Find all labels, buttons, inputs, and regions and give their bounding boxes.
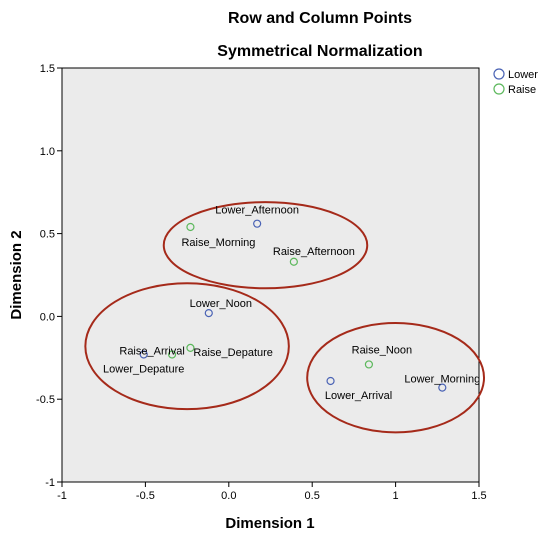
data-point-raise-afternoon <box>289 257 298 266</box>
legend-label: Lower <box>508 69 538 81</box>
point-label: Raise_Morning <box>181 237 255 249</box>
x-axis-label: Dimension 1 <box>225 515 314 532</box>
x-tick-label: -1 <box>57 490 67 502</box>
y-tick-label: -0.5 <box>36 394 55 406</box>
y-tick-label: 1.0 <box>40 146 55 158</box>
y-axis-label: Dimension 2 <box>8 230 25 319</box>
point-label: Raise_Depature <box>193 347 273 359</box>
x-tick-label: 0.5 <box>305 490 320 502</box>
data-point-raise-noon <box>364 360 374 369</box>
data-point-lower-noon <box>204 308 213 318</box>
y-tick-label: 0.0 <box>40 311 55 323</box>
point-label: Raise_Arrival <box>119 345 184 357</box>
data-point-lower-arrival <box>326 376 335 386</box>
data-point-lower-depature <box>139 350 148 359</box>
chart-subtitle: Symmetrical Normalization <box>217 43 423 60</box>
x-tick-label: 1.5 <box>471 490 486 502</box>
x-tick-label: -0.5 <box>136 490 155 502</box>
chart-title: Row and Column Points <box>228 10 412 27</box>
point-label: Lower_Arrival <box>325 390 392 402</box>
legend-marker <box>493 83 505 95</box>
data-point-raise-depature <box>186 343 195 352</box>
data-point-raise-arrival <box>167 350 177 359</box>
plot-area <box>61 67 480 483</box>
cluster-ellipse <box>84 282 290 411</box>
point-label: Raise_Afternoon <box>273 246 355 258</box>
y-tick-label: 1.5 <box>40 63 55 75</box>
cluster-ellipse <box>306 322 486 434</box>
legend-label: Raise <box>508 84 536 96</box>
y-tick-label: 0.5 <box>40 229 55 241</box>
point-label: Lower_Noon <box>190 298 252 310</box>
data-point-raise-morning <box>186 222 195 232</box>
x-tick-label: 1 <box>393 490 399 502</box>
point-label: Lower_Morning <box>404 374 480 386</box>
legend-marker <box>493 68 505 80</box>
point-label: Lower_Depature <box>103 363 184 375</box>
cluster-ellipse <box>162 201 369 290</box>
x-tick-label: 0.0 <box>221 490 236 502</box>
data-point-lower-afternoon <box>253 219 262 228</box>
y-tick-label: -1 <box>45 477 55 489</box>
data-point-lower-morning <box>438 383 447 392</box>
legend: Lower Raise <box>493 68 538 96</box>
point-label: Lower_Afternoon <box>215 205 299 217</box>
point-label: Raise_Noon <box>352 344 413 356</box>
